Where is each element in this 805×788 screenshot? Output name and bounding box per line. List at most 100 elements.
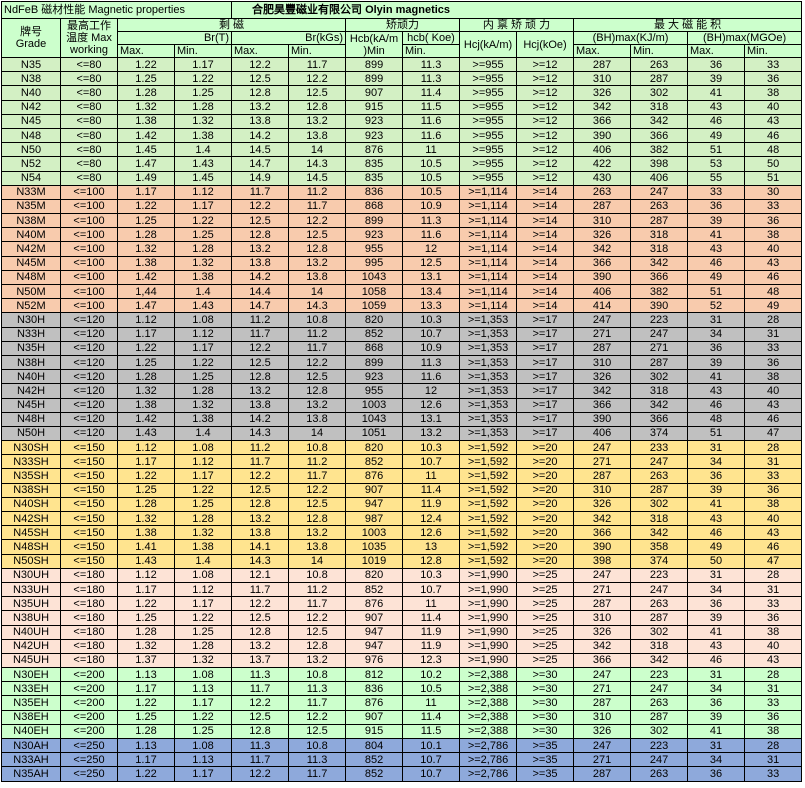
cell: 10.8 (288, 440, 347, 456)
cell: 1.38 (117, 255, 175, 271)
cell: 33 (744, 340, 803, 356)
cell: 1.32 (117, 638, 175, 654)
cell: 390 (573, 411, 632, 427)
cell: 13.2 (288, 113, 347, 129)
data-row: N30EH <=200 1.13 1.08 11.3 10.8 812 10.2 >=2,388… (1, 667, 803, 683)
grade: N48H (1, 411, 61, 427)
cell: 12.8 (402, 553, 461, 569)
cell: 374 (630, 425, 689, 442)
cell: 868 (345, 340, 404, 356)
cell: 36 (687, 766, 746, 782)
cell: 1.17 (117, 581, 175, 598)
cell: 271 (573, 454, 632, 470)
data-row: N50M <=100 1,44 1.4 14.4 14 1058 13.4 >=1,114 >=1… (1, 283, 803, 300)
cell: >=2,388 (459, 667, 518, 683)
cell: 46 (687, 397, 746, 413)
grade: N42 (1, 99, 61, 115)
cell: 326 (573, 227, 632, 243)
cell: 12.4 (402, 510, 461, 527)
cell: 10.5 (402, 184, 461, 200)
cell: 13.8 (231, 113, 290, 129)
cell: 1.08 (173, 667, 233, 683)
cell: 422 (573, 156, 632, 172)
cell: 31 (687, 312, 746, 328)
cell: 14.5 (231, 142, 290, 158)
cell: 1.43 (173, 298, 233, 314)
cell: >=1,592 (459, 539, 518, 555)
grade: N38EH (1, 709, 61, 725)
cell: 233 (630, 440, 689, 456)
cell: 36 (687, 695, 746, 711)
cell: 12.1 (231, 567, 290, 583)
grade: N35H (1, 340, 61, 356)
cell: 11 (402, 468, 461, 484)
cell: 876 (345, 695, 404, 711)
cell: 12.2 (231, 596, 290, 612)
cell: <=250 (60, 737, 118, 754)
cell: >=1,592 (459, 482, 518, 498)
cell: <=150 (60, 539, 118, 555)
cell: 1.22 (117, 340, 175, 356)
data-row: N40M <=100 1.28 1.25 12.8 12.5 923 11.6 >=1,114 >… (1, 227, 803, 243)
cell: >=25 (516, 596, 575, 612)
cell: 1.37 (117, 652, 175, 669)
grade: N38SH (1, 482, 61, 498)
cell: 13.8 (231, 255, 290, 271)
cell: 11.7 (231, 581, 290, 598)
cell: 247 (573, 312, 632, 328)
cell: >=17 (516, 383, 575, 399)
cell: 995 (345, 255, 404, 271)
cell: 11.7 (288, 695, 347, 711)
cell: 342 (630, 113, 689, 129)
cell: 1.43 (117, 553, 175, 569)
cell: 342 (630, 525, 689, 541)
cell: 812 (345, 667, 404, 683)
cell: 390 (573, 269, 632, 286)
cell: 11 (402, 142, 461, 158)
data-row: N45UH <=180 1.37 1.32 13.7 13.2 976 12.3 >=1,990… (1, 652, 803, 669)
grade: N40SH (1, 496, 61, 513)
limit: Min. (402, 44, 461, 58)
cell: 310 (573, 709, 632, 725)
cell: 1.28 (173, 383, 233, 399)
data-row: N35 <=80 1.22 1.17 12.2 11.7 899 11.3 >=955 >=12 2… (1, 56, 803, 73)
cell: 1.28 (173, 99, 233, 115)
cell: 1.17 (173, 198, 233, 215)
cell: 326 (573, 723, 632, 740)
cell: >=1,114 (459, 241, 518, 257)
cell: 34 (687, 454, 746, 470)
cell: 287 (630, 709, 689, 725)
cell: 1.28 (173, 638, 233, 654)
cell: 14.3 (231, 425, 290, 442)
data-row: N38EH <=200 1.25 1.22 12.5 12.2 907 11.4 >=2,388… (1, 709, 803, 725)
data-row: N30SH <=150 1.12 1.08 11.2 10.8 820 10.3 >=1,592… (1, 440, 803, 456)
cell: 247 (630, 681, 689, 697)
cell: 12.5 (288, 723, 347, 740)
cell: <=180 (60, 610, 118, 626)
cell: 1.17 (117, 326, 175, 342)
cell: 43 (687, 241, 746, 257)
grade: N35EH (1, 695, 61, 711)
cell: >=1,114 (459, 227, 518, 243)
cell: 14.1 (231, 539, 290, 555)
cell: <=180 (60, 596, 118, 612)
cell: 271 (573, 326, 632, 342)
cell: 1.22 (173, 709, 233, 725)
cell: 12.5 (231, 213, 290, 229)
cell: <=80 (60, 142, 118, 158)
cell: 836 (345, 184, 404, 200)
cell: >=1,592 (459, 440, 518, 456)
data-row: N45SH <=150 1.38 1.32 13.8 13.2 1003 12.6 >=1,59… (1, 525, 803, 541)
cell: 366 (630, 411, 689, 427)
cell: 1.38 (173, 127, 233, 144)
cell: 33 (744, 695, 803, 711)
grade: N42UH (1, 638, 61, 654)
cell: 366 (573, 113, 632, 129)
cell: 1059 (345, 298, 404, 314)
cell: 11.6 (402, 227, 461, 243)
grade-header: 牌号 Grade (1, 18, 61, 58)
cell: 1.32 (173, 525, 233, 541)
cell: 49 (687, 269, 746, 286)
cell: 11.4 (402, 610, 461, 626)
cell: >=1,114 (459, 213, 518, 229)
